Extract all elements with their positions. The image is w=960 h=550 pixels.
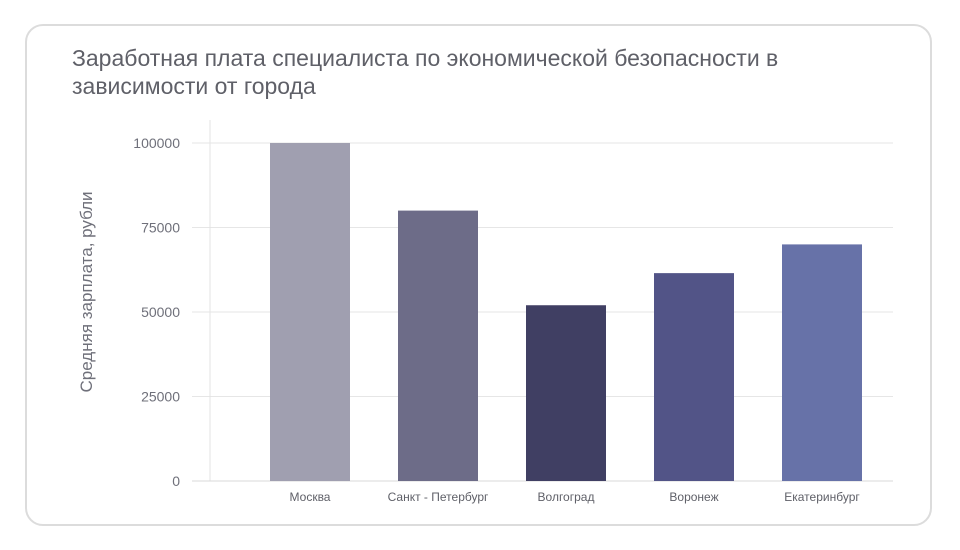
x-tick-labels: Москва Санкт - Петербург Волгоград Воронеж Е… bbox=[290, 490, 861, 504]
y-ticks: 0 25000 50000 75000 100000 bbox=[133, 135, 180, 489]
x-tick-label: Москва bbox=[290, 490, 331, 504]
y-tick-label: 25000 bbox=[141, 389, 180, 405]
y-tick-label: 75000 bbox=[141, 220, 180, 236]
x-tick-label: Екатеринбург bbox=[784, 490, 860, 504]
bar bbox=[398, 210, 478, 481]
y-tick-label: 0 bbox=[172, 473, 180, 489]
bars bbox=[270, 143, 862, 481]
y-tick-label: 100000 bbox=[133, 135, 180, 151]
chart-title: Заработная плата специалиста по экономич… bbox=[72, 45, 779, 99]
bar bbox=[526, 305, 606, 481]
bar bbox=[782, 244, 862, 481]
bar bbox=[270, 143, 350, 481]
y-tick-label: 50000 bbox=[141, 304, 180, 320]
x-tick-label: Воронеж bbox=[669, 490, 718, 504]
y-axis-label: Средняя зарплата, рубли bbox=[77, 191, 96, 392]
x-tick-label: Санкт - Петербург bbox=[388, 490, 489, 504]
bar bbox=[654, 273, 734, 481]
chart-card bbox=[25, 24, 932, 526]
x-tick-label: Волгоград bbox=[538, 490, 595, 504]
